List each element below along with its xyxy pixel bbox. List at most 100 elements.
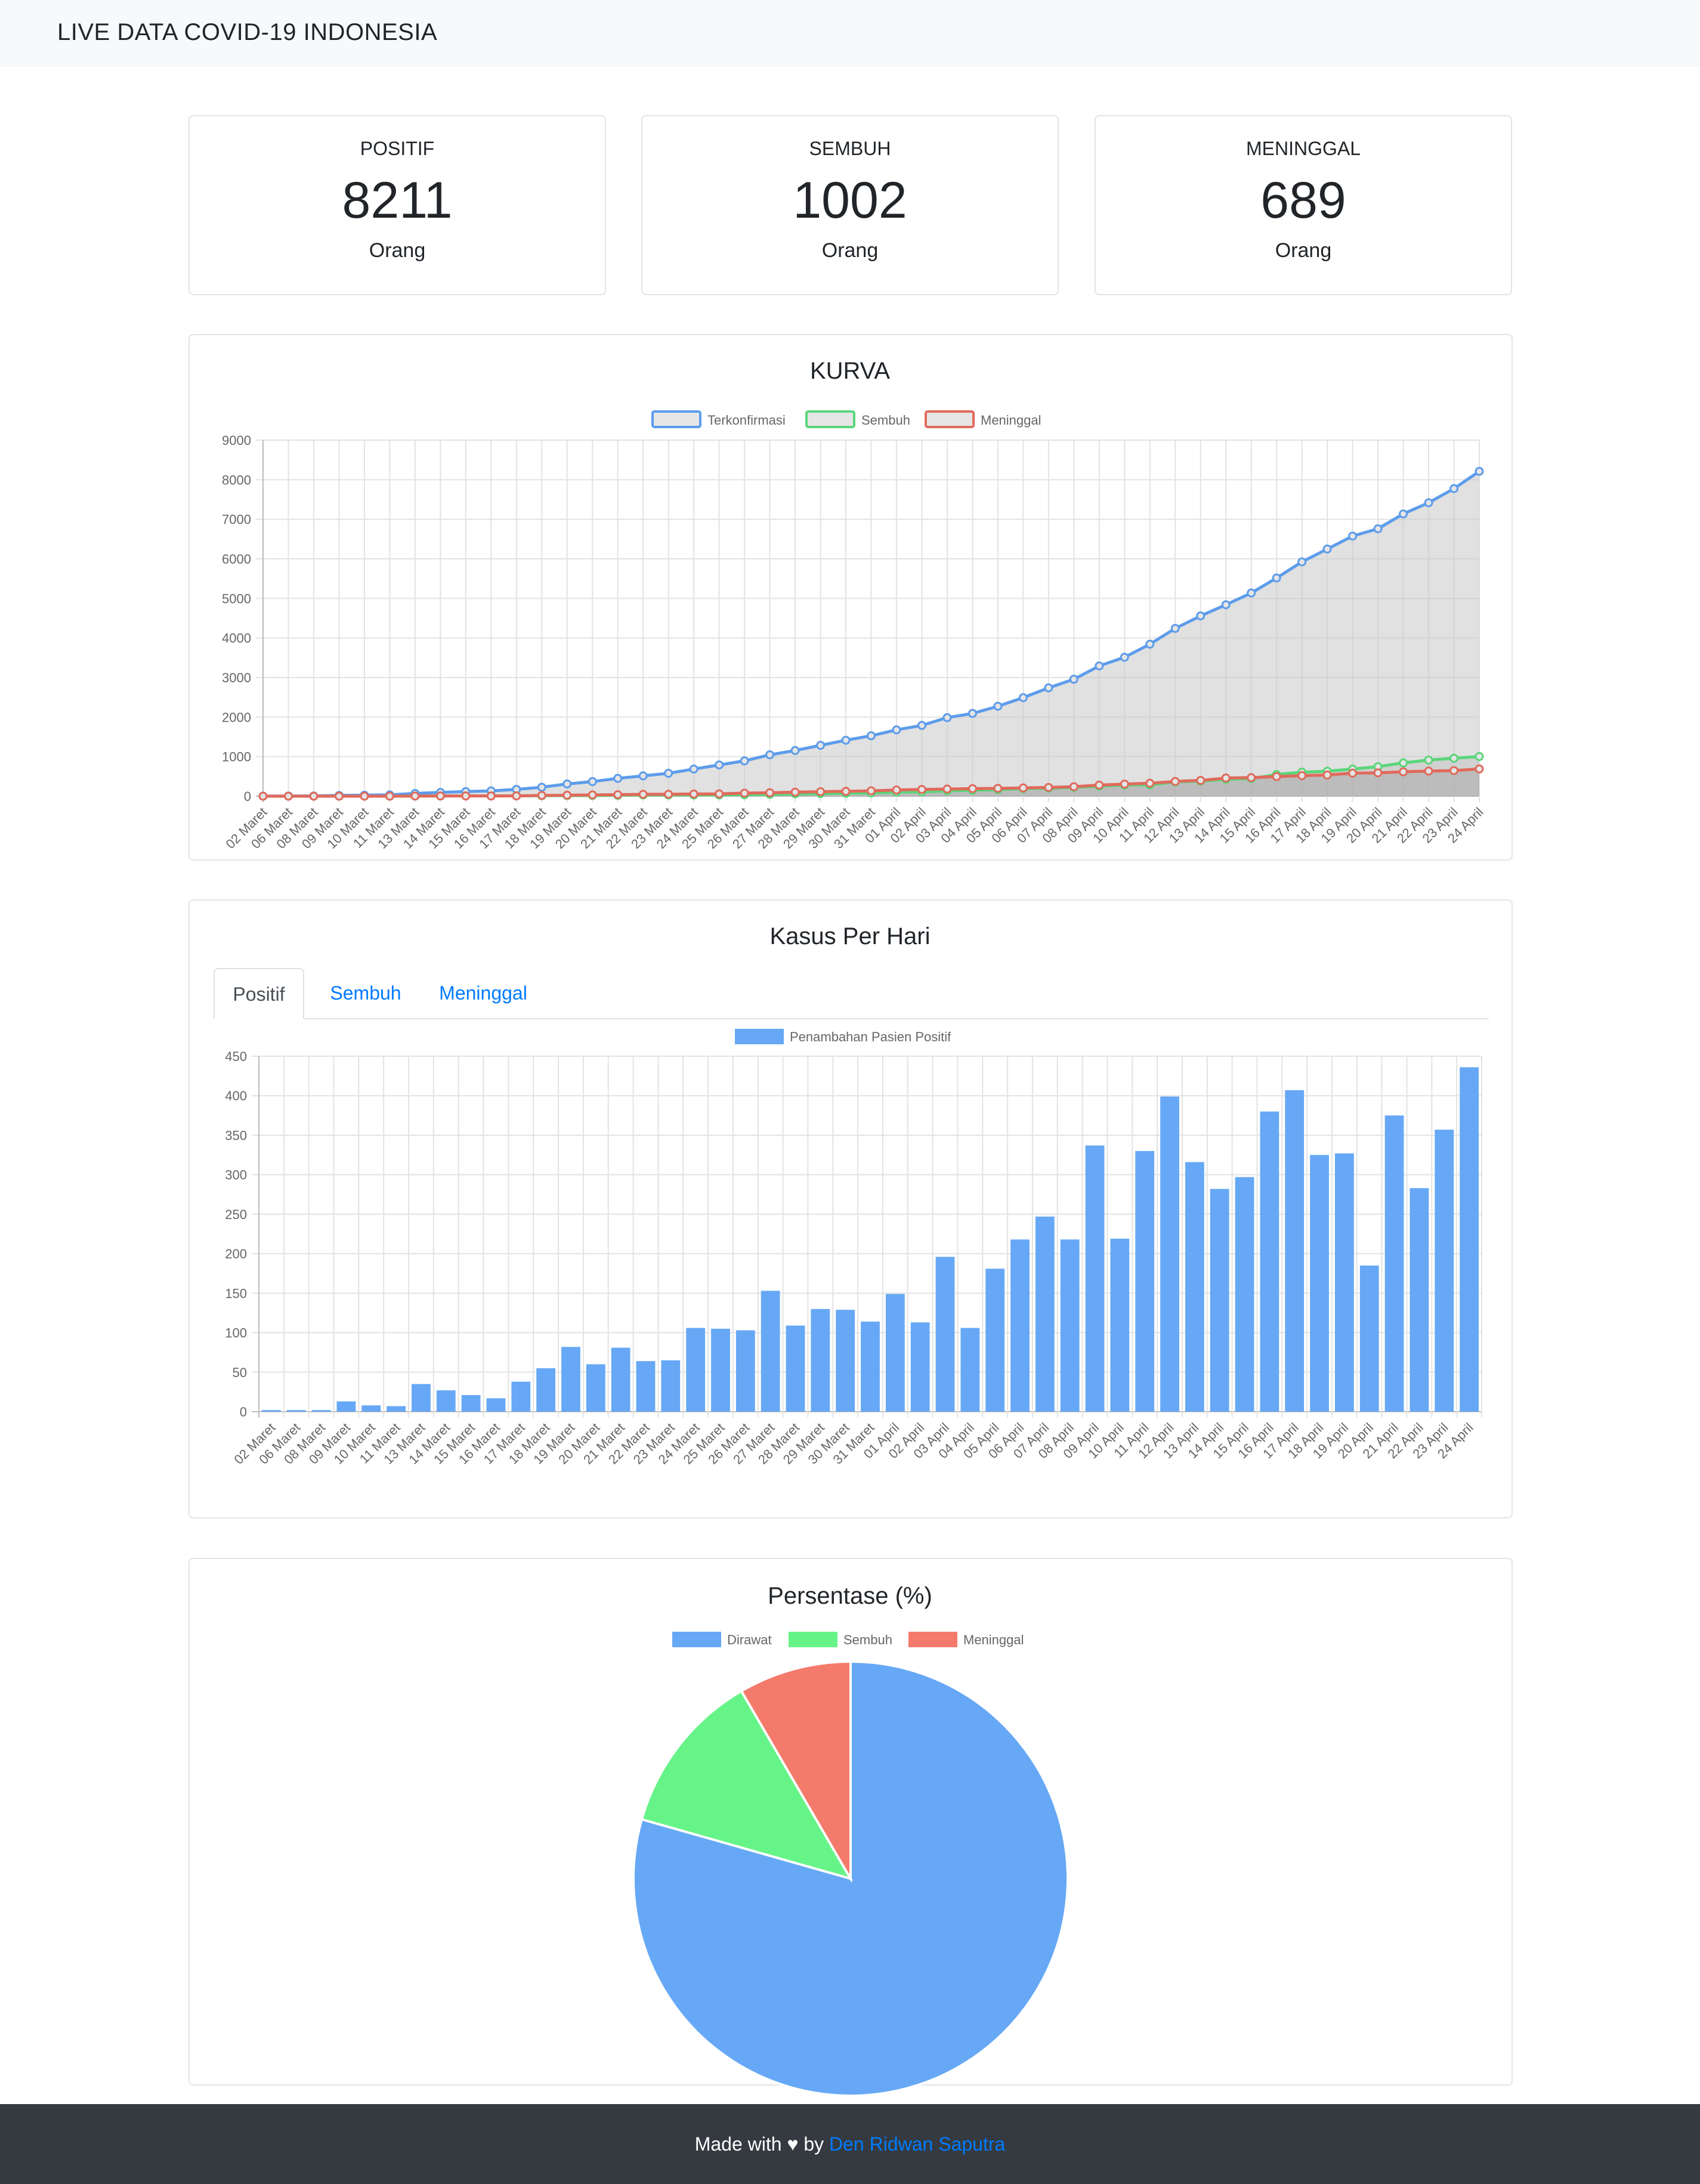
data-point [1221, 774, 1231, 783]
bar [387, 1406, 406, 1412]
bar [910, 1322, 930, 1412]
legend-label: Meninggal [963, 1632, 1024, 1647]
bar [960, 1328, 980, 1412]
data-point [917, 720, 926, 730]
stat-card-meninggal: MENINGGAL 689 Orang [1095, 115, 1512, 295]
data-point [1348, 768, 1358, 778]
data-point [1348, 531, 1358, 541]
data-point [258, 791, 268, 801]
bar [1410, 1188, 1429, 1412]
footer-author-link[interactable]: Den Ridwan Saputra [829, 2133, 1006, 2155]
data-point [1475, 466, 1484, 476]
data-point [562, 790, 572, 800]
y-tick-label: 400 [225, 1088, 247, 1103]
y-tick-label: 8000 [222, 472, 251, 487]
y-tick-label: 0 [244, 789, 251, 804]
y-tick-label: 50 [233, 1365, 247, 1380]
data-point [715, 760, 724, 770]
data-point [1120, 779, 1129, 789]
bar [761, 1291, 780, 1412]
data-point [1018, 783, 1028, 793]
tab-sembuh[interactable]: Sembuh [330, 982, 401, 1004]
data-point [664, 769, 673, 778]
data-point [562, 779, 572, 789]
data-point [968, 784, 977, 793]
bar [262, 1410, 281, 1412]
bar [786, 1325, 805, 1412]
data-point [1424, 498, 1433, 508]
legend-swatch [925, 410, 975, 428]
data-point [942, 784, 952, 794]
bar [561, 1347, 580, 1412]
footer: Made with ♥ by Den Ridwan Saputra [0, 2104, 1700, 2184]
navbar-brand[interactable]: LIVE DATA COVID-19 INDONESIA [57, 19, 438, 45]
bar [861, 1322, 880, 1412]
data-point [1475, 764, 1484, 774]
data-point [537, 791, 546, 800]
legend-label: Dirawat [727, 1632, 772, 1647]
bar [1310, 1155, 1329, 1412]
data-point [1044, 782, 1053, 792]
bar [661, 1360, 681, 1412]
y-tick-label: 4000 [222, 631, 251, 646]
bar [1384, 1115, 1404, 1412]
data-point [1424, 766, 1433, 776]
data-point [1196, 776, 1206, 785]
data-point [1297, 771, 1307, 781]
stat-value: 1002 [793, 172, 907, 229]
bar [461, 1395, 481, 1412]
tab-positif[interactable]: Positif [214, 968, 304, 1019]
bar [836, 1310, 855, 1412]
data-point [740, 788, 749, 798]
data-point [410, 791, 420, 801]
stat-value: 8211 [342, 172, 453, 229]
bar [711, 1328, 730, 1412]
data-point [1069, 675, 1078, 684]
data-point [841, 735, 851, 745]
data-point [1221, 600, 1231, 610]
bar [636, 1361, 656, 1412]
bar [361, 1405, 381, 1412]
legend-swatch [651, 410, 701, 428]
y-tick-label: 300 [225, 1168, 247, 1183]
data-point [993, 701, 1003, 711]
bar [1010, 1239, 1030, 1412]
data-point [1449, 766, 1459, 775]
bar [1135, 1150, 1155, 1412]
data-point [537, 782, 546, 792]
data-point [1373, 524, 1383, 534]
bar [486, 1398, 506, 1412]
y-tick-label: 2000 [222, 710, 251, 725]
data-point [385, 791, 394, 801]
bar [336, 1401, 356, 1412]
bar [1285, 1090, 1305, 1412]
data-point [968, 709, 977, 718]
data-point [1322, 771, 1332, 780]
data-point [892, 725, 901, 735]
bar [286, 1410, 306, 1412]
y-tick-label: 450 [225, 1049, 247, 1064]
bar [1060, 1239, 1080, 1412]
data-point [486, 791, 496, 801]
legend-label: Sembuh [861, 413, 910, 428]
bar [1085, 1145, 1105, 1412]
data-point [1449, 753, 1459, 763]
bar [885, 1294, 905, 1412]
data-point [334, 791, 344, 801]
data-point [1247, 588, 1256, 598]
bar [1460, 1067, 1479, 1412]
bar [436, 1390, 456, 1412]
data-point [1145, 778, 1155, 788]
data-point [1069, 782, 1078, 791]
data-point [1322, 545, 1332, 554]
stat-unit: Orang [1275, 239, 1332, 262]
curve-card-title: KURVA [809, 358, 891, 384]
line-chart: Terkonfirmasi Sembuh Meninggal 0 1000 2000 300… [222, 410, 1486, 852]
tab-meninggal[interactable]: Meninggal [439, 982, 527, 1004]
data-point [309, 791, 319, 801]
data-point [664, 790, 673, 799]
pie-chart: Dirawat Sembuh Meninggal [632, 1632, 1069, 2097]
y-tick-label: 9000 [222, 433, 251, 448]
series-area-meninggal [263, 769, 1479, 796]
y-tick-label: 150 [225, 1286, 247, 1301]
